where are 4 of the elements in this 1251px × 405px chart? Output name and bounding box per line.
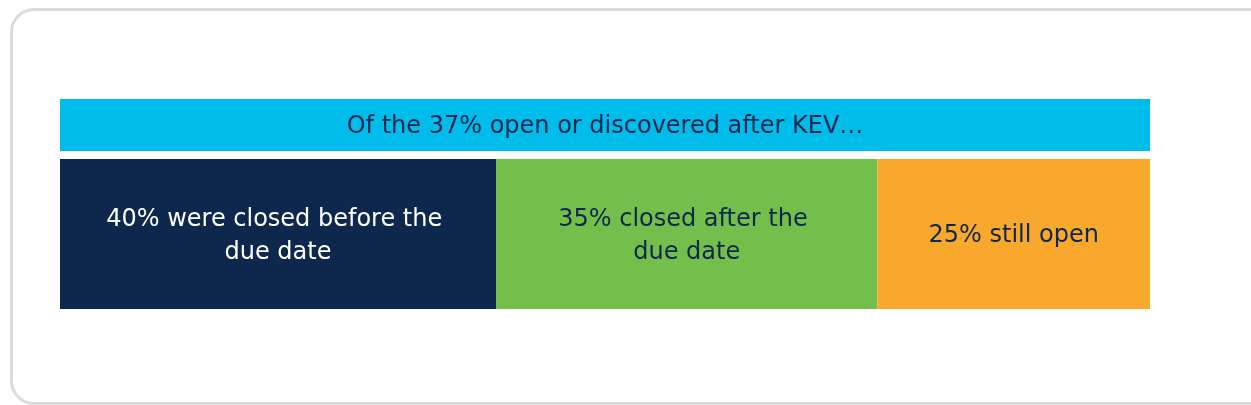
- chart-title: Of the 37% open or discovered after KEV…: [346, 111, 864, 139]
- data-label: 35% closed after the due date: [558, 203, 816, 265]
- data-label: 40% were closed before the due date: [106, 203, 450, 265]
- data-label: 25% still open: [928, 220, 1099, 248]
